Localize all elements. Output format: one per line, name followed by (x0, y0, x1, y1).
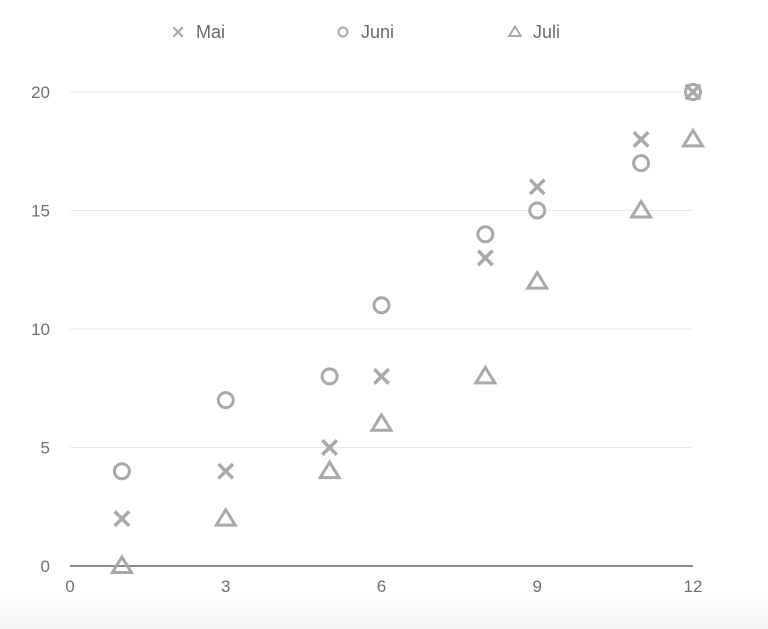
point-juli (680, 127, 706, 148)
point-juli (369, 411, 394, 432)
y-tick-label: 20 (31, 83, 50, 102)
point-mai (321, 439, 339, 456)
x-tick-label: 3 (221, 577, 230, 596)
point-juni (684, 83, 702, 101)
point-juni (372, 296, 391, 315)
point-juli (317, 459, 342, 480)
x-tick-label: 0 (65, 577, 74, 596)
point-mai (373, 367, 390, 385)
point-mai (632, 130, 650, 148)
point-juni (216, 391, 235, 410)
point-juni (528, 201, 547, 220)
x-tick-label: 12 (684, 577, 703, 596)
point-mai (528, 178, 546, 196)
point-juni (476, 225, 495, 244)
y-tick-label: 5 (41, 439, 50, 458)
legend-label: Mai (196, 22, 225, 42)
point-mai (476, 249, 494, 267)
point-juni (112, 462, 131, 481)
y-tick-label: 10 (31, 320, 50, 339)
point-juli (473, 364, 498, 385)
point-juni (632, 154, 651, 173)
y-tick-label: 0 (41, 557, 50, 576)
point-juli (109, 554, 135, 574)
point-mai (684, 83, 702, 101)
point-juli (213, 506, 238, 527)
point-juni (320, 367, 339, 386)
legend-label: Juli (533, 22, 560, 42)
legend-juni-icon (337, 26, 349, 38)
y-tick-label: 15 (31, 202, 50, 221)
point-juli (525, 269, 550, 290)
point-mai (113, 510, 131, 528)
x-tick-label: 9 (533, 577, 542, 596)
x-tick-label: 6 (377, 577, 386, 596)
point-mai (217, 462, 235, 480)
legend-mai-icon (172, 26, 184, 38)
legend-juli-icon (507, 24, 523, 37)
point-juli (628, 198, 654, 219)
legend-label: Juni (361, 22, 394, 42)
